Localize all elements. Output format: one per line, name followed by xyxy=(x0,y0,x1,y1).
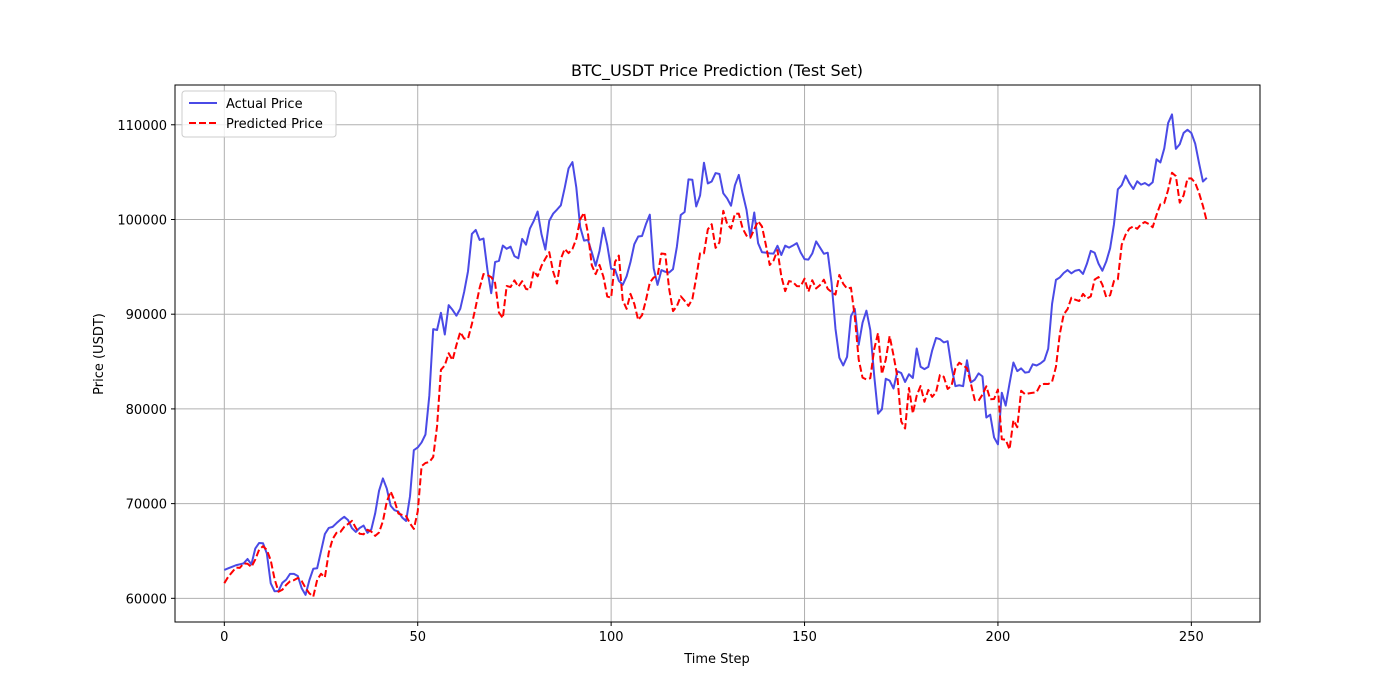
grid xyxy=(175,85,1260,622)
x-tick-label: 0 xyxy=(220,630,228,645)
series-layer xyxy=(223,113,1208,598)
x-tick-label: 200 xyxy=(986,630,1011,645)
y-tick-label: 110000 xyxy=(117,119,167,134)
y-tick-label: 100000 xyxy=(117,213,167,228)
chart-title: BTC_USDT Price Prediction (Test Set) xyxy=(571,61,863,81)
legend-label-actual: Actual Price xyxy=(226,97,303,112)
y-tick-label: 60000 xyxy=(126,592,167,607)
legend-label-predicted: Predicted Price xyxy=(226,117,323,132)
y-axis-ticks: 60000 70000 80000 90000 100000 110000 xyxy=(117,119,175,607)
x-axis-label: Time Step xyxy=(683,652,750,667)
x-tick-label: 250 xyxy=(1179,630,1204,645)
y-tick-label: 90000 xyxy=(126,308,167,323)
plot-frame xyxy=(174,84,1261,623)
y-axis-label: Price (USDT) xyxy=(92,313,107,395)
x-tick-label: 100 xyxy=(599,630,624,645)
y-tick-label: 80000 xyxy=(126,403,167,418)
predicted-price-line xyxy=(223,171,1208,598)
legend-box xyxy=(181,90,337,138)
x-axis-ticks: 0 50 100 150 200 250 xyxy=(220,622,1204,645)
actual-price-line xyxy=(223,113,1208,596)
x-tick-label: 150 xyxy=(792,630,817,645)
y-tick-label: 70000 xyxy=(126,498,167,513)
x-tick-label: 50 xyxy=(409,630,426,645)
legend: Actual Price Predicted Price xyxy=(181,90,337,138)
